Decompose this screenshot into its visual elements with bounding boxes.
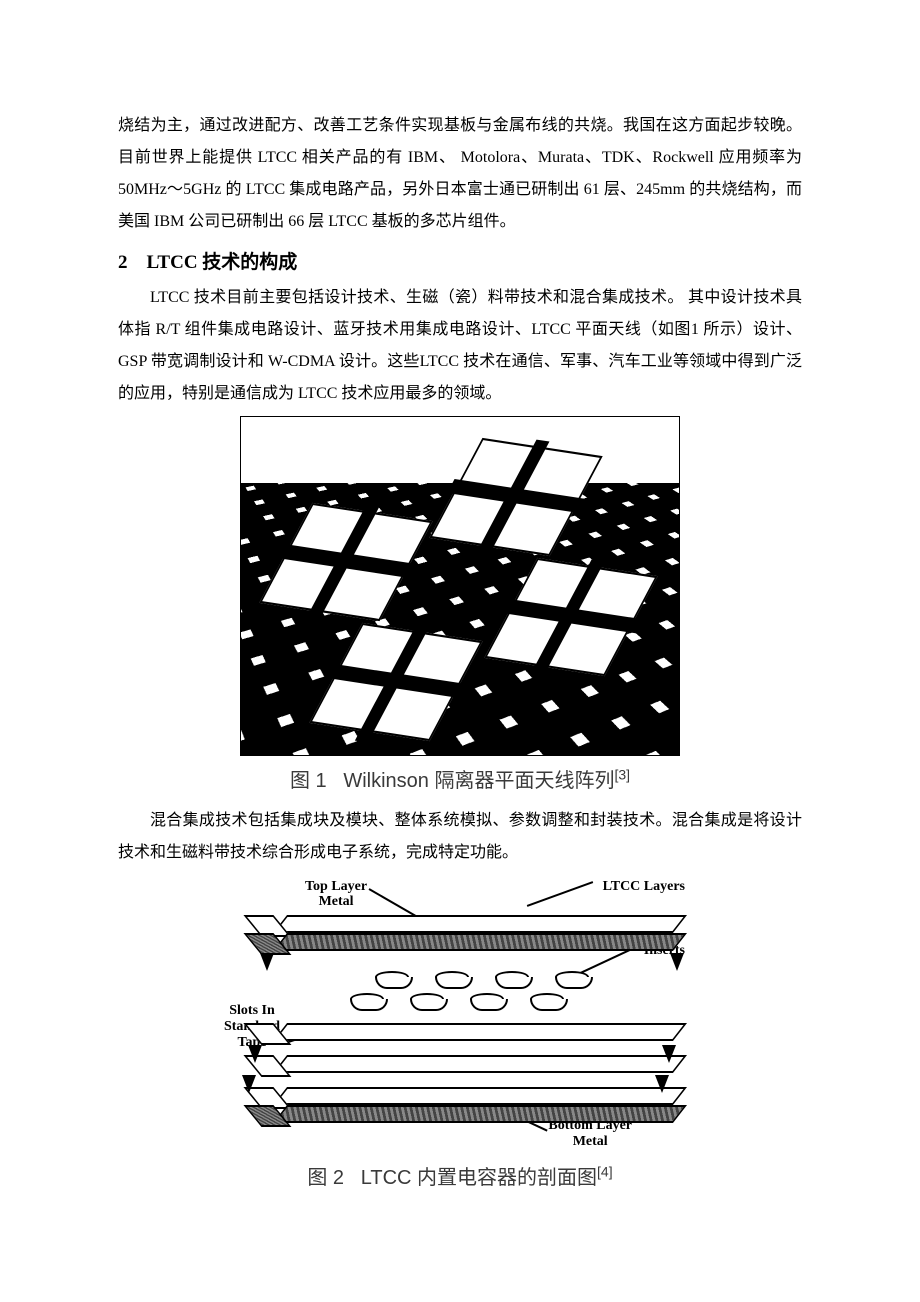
- figure-2: Top Layer Metal LTCC Layers Inserts Slot…: [118, 875, 802, 1190]
- arrow-down-icon: [662, 1045, 676, 1063]
- figure-2-image: Top Layer Metal LTCC Layers Inserts Slot…: [200, 875, 720, 1155]
- insert-icon: [410, 993, 444, 1005]
- insert-icon: [555, 971, 589, 983]
- arrow-down-icon: [260, 953, 274, 971]
- label-text: Top Layer Metal: [305, 879, 367, 909]
- document-page: 烧结为主，通过改进配方、改善工艺条件实现基板与金属布线的共烧。我国在这方面起步较…: [0, 0, 920, 1270]
- heading-title: LTCC 技术的构成: [147, 252, 298, 273]
- figure-2-caption: 图 2 LTCC 内置电容器的剖面图[4]: [200, 1161, 720, 1190]
- label-top-layer-metal: Top Layer Metal: [305, 879, 367, 910]
- paragraph-ltcc-composition: LTCC 技术目前主要包括设计技术、生磁（瓷）料带技术和混合集成技术。 其中设计…: [118, 282, 802, 410]
- figure-1-caption: 图 1 Wilkinson 隔离器平面天线阵列[3]: [240, 764, 680, 793]
- figure-2-title: LTCC 内置电容器的剖面图: [361, 1167, 597, 1189]
- leader-line: [527, 881, 593, 907]
- figure-1-ref: [3]: [614, 766, 630, 782]
- insert-icon: [375, 971, 409, 983]
- insert-icon: [350, 993, 384, 1005]
- figure-1: 图 1 Wilkinson 隔离器平面天线阵列[3]: [118, 416, 802, 793]
- heading-number: 2: [118, 252, 128, 273]
- ltcc-layer-icon: [273, 1055, 687, 1073]
- figure-1-image: [240, 416, 680, 756]
- arrow-down-icon: [670, 953, 684, 971]
- figure-1-title: Wilkinson 隔离器平面天线阵列: [343, 770, 614, 792]
- insert-icon: [435, 971, 469, 983]
- paragraph-hybrid-integration: 混合集成技术包括集成块及模块、整体系统模拟、参数调整和封装技术。混合集成是将设计…: [118, 805, 802, 869]
- figure-2-ref: [4]: [597, 1163, 613, 1179]
- ltcc-layer-icon: [273, 915, 687, 933]
- section-heading: 2 LTCC 技术的构成: [118, 244, 802, 282]
- arrow-down-icon: [248, 1045, 262, 1063]
- arrow-down-icon: [655, 1075, 669, 1093]
- leader-line: [576, 948, 631, 975]
- paragraph-intro: 烧结为主，通过改进配方、改善工艺条件实现基板与金属布线的共烧。我国在这方面起步较…: [118, 110, 802, 238]
- figure-2-label: 图 2: [307, 1167, 344, 1189]
- insert-icon: [530, 993, 564, 1005]
- ltcc-layer-icon: [273, 1023, 687, 1041]
- arrow-down-icon: [242, 1075, 256, 1093]
- label-ltcc-layers: LTCC Layers: [603, 879, 685, 895]
- figure-1-label: 图 1: [290, 770, 327, 792]
- ltcc-layer-icon: [273, 1087, 687, 1105]
- insert-icon: [495, 971, 529, 983]
- metal-layer-icon: [273, 1105, 687, 1123]
- metal-layer-icon: [273, 933, 687, 951]
- insert-icon: [470, 993, 504, 1005]
